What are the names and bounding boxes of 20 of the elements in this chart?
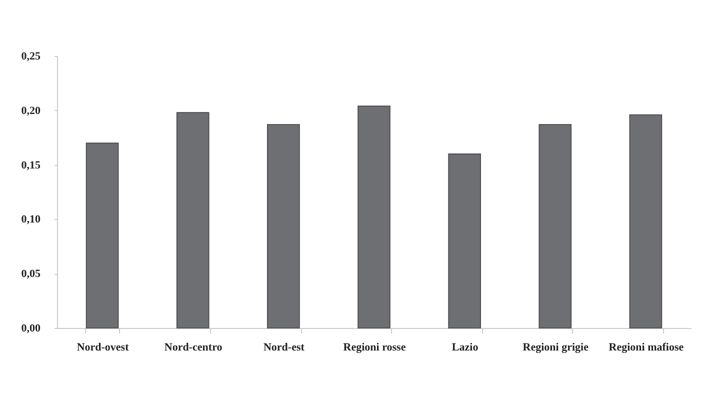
y-tick-label: 0,10 <box>21 214 41 226</box>
x-tick-label: Regioni grigie <box>522 342 589 354</box>
bar <box>176 112 210 328</box>
x-tick-label: Nord-centro <box>164 342 223 354</box>
bar <box>267 124 300 328</box>
x-tick-label: Nord-est <box>263 342 305 354</box>
y-tick-label: 0,05 <box>21 268 41 280</box>
bar <box>358 106 390 328</box>
y-tick-label: 0,00 <box>21 322 41 334</box>
bar <box>448 154 481 328</box>
bar <box>538 124 572 328</box>
x-tick-label: Regioni mafiose <box>608 342 684 354</box>
bar <box>86 142 119 328</box>
y-tick-label: 0,20 <box>21 104 41 117</box>
y-tick-label: 0,25 <box>21 50 41 62</box>
bar <box>629 114 662 328</box>
y-tick-label: 0,15 <box>21 159 41 172</box>
x-tick-label: Regioni rosse <box>343 342 406 354</box>
x-tick-label: Lazio <box>452 342 479 354</box>
x-tick-label: Nord-ovest <box>76 342 130 354</box>
